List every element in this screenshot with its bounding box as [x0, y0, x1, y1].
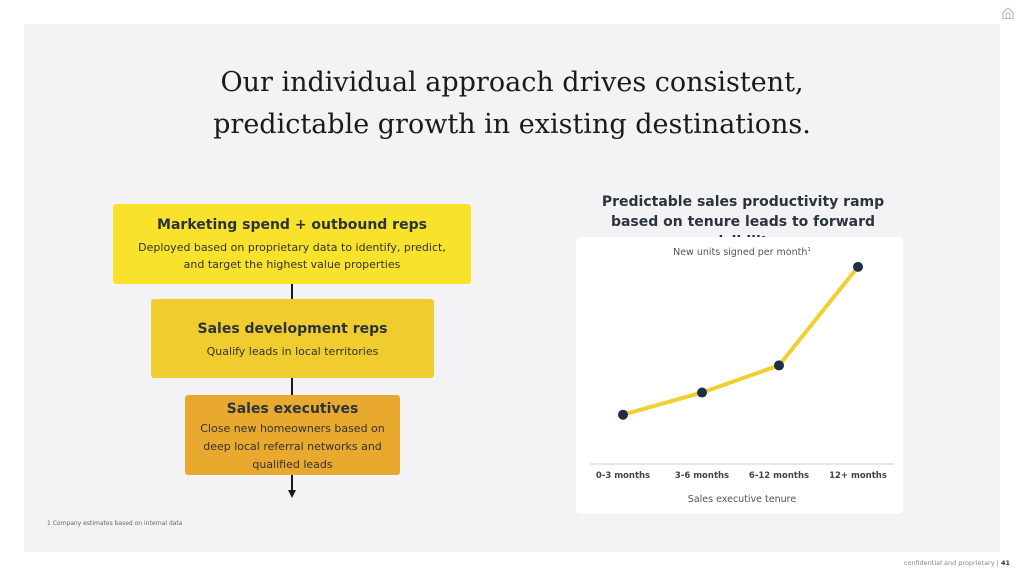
funnel-box-description: Deployed based on proprietary data to id… [113, 239, 471, 273]
footer: confidential and proprietary | 41 [904, 559, 1010, 567]
series-label: New units signed per month1 [673, 247, 811, 258]
funnel-box-heading: Marketing spend + outbound reps [157, 217, 427, 233]
home-icon [1002, 7, 1014, 20]
funnel-box-marketing: Marketing spend + outbound reps Deployed… [113, 204, 471, 284]
chart-card: New units signed per month1 Sales execut… [576, 237, 903, 514]
page-title-line-2: predictable growth in existing destinati… [213, 109, 811, 140]
x-tick-label: 3-6 months [675, 471, 729, 481]
page-title: Our individual approach drives consisten… [24, 62, 1000, 146]
page-number: 41 [1000, 559, 1010, 567]
chart-title-line-1: Predictable sales productivity ramp [601, 194, 885, 210]
funnel-box-sales-executives: Sales executives Close new homeowners ba… [185, 395, 400, 475]
x-axis-title: Sales executive tenure [688, 494, 797, 505]
funnel-box-line: Qualify leads in local territories [206, 345, 379, 358]
footer-separator: | [996, 559, 999, 567]
funnel-connector-3 [291, 475, 293, 491]
chart-title: Predictable sales productivity ramp base… [576, 192, 910, 252]
data-point [774, 360, 784, 371]
funnel-box-heading: Sales executives [226, 401, 359, 417]
funnel-connector-2 [291, 378, 293, 395]
funnel-box-line: and target the highest value properties [183, 258, 401, 271]
funnel-box-description: Qualify leads in local territories [151, 343, 434, 360]
x-tick-label: 0-3 months [596, 471, 650, 481]
x-tick-label: 6-12 months [749, 471, 809, 481]
funnel-box-line: deep local referral networks and [203, 440, 382, 453]
page-title-line-1: Our individual approach drives consisten… [220, 67, 804, 98]
data-point [853, 261, 863, 272]
footnote: 1 Company estimates based on internal da… [47, 520, 183, 527]
funnel-box-line: Deployed based on proprietary data to id… [138, 241, 446, 254]
x-tick-label: 12+ months [829, 471, 887, 481]
data-point [618, 409, 628, 420]
data-point [697, 387, 707, 398]
funnel-box-line: Close new homeowners based on [200, 422, 385, 435]
funnel-box-sales-development: Sales development reps Qualify leads in … [151, 299, 434, 378]
series-line [622, 265, 860, 417]
footer-text: confidential and proprietary [903, 559, 995, 567]
funnel-connector-1 [291, 284, 293, 299]
funnel-box-description: Close new homeowners based on deep local… [185, 420, 400, 474]
funnel-arrow-head [288, 490, 296, 498]
funnel-box-heading: Sales development reps [197, 321, 388, 337]
funnel-box-line: qualified leads [252, 458, 333, 471]
line-chart: New units signed per month1 Sales execut… [590, 247, 894, 505]
